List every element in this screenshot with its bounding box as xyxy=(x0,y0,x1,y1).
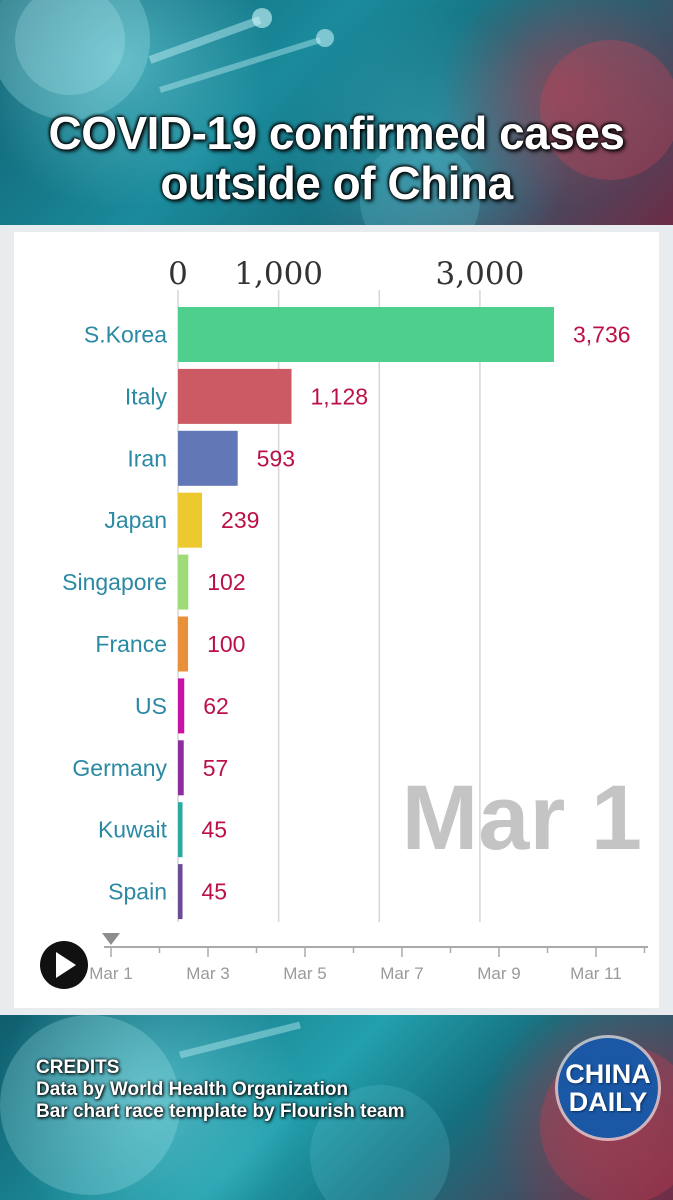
timeline-label: Mar 5 xyxy=(283,964,326,983)
credits: CREDITS Data by World Health Organizatio… xyxy=(36,1057,405,1123)
value-label: 102 xyxy=(207,569,245,595)
value-label: 593 xyxy=(257,445,295,471)
credits-template: Bar chart race template by Flourish team xyxy=(36,1101,405,1122)
logo-line-1: CHINA xyxy=(565,1059,651,1089)
bar-us xyxy=(178,678,185,734)
category-label: Japan xyxy=(104,507,167,533)
timeline-label: Mar 3 xyxy=(186,964,229,983)
category-label: France xyxy=(95,631,167,657)
value-label: 62 xyxy=(203,693,229,719)
category-label: Germany xyxy=(72,755,167,781)
virus-decoration xyxy=(0,0,673,225)
chart-card: 0 1,000 3,000 Mar 1 S.Korea 3,736 Italy 1,128 Ir… xyxy=(14,232,659,1008)
bar-france xyxy=(178,616,189,672)
category-label: US xyxy=(135,693,167,719)
current-date-label: Mar 1 xyxy=(402,767,642,869)
timeline-scrubber-handle[interactable] xyxy=(102,933,120,945)
timeline-label: Mar 9 xyxy=(477,964,520,983)
timeline-label: Mar 7 xyxy=(380,964,423,983)
value-label: 100 xyxy=(207,631,245,657)
value-label: 45 xyxy=(202,817,228,843)
timeline-label: Mar 1 xyxy=(89,964,132,983)
title-line-1: COVID-19 confirmed cases xyxy=(48,107,625,159)
title-line-2: outside of China xyxy=(160,157,513,209)
bar-skorea xyxy=(178,307,554,362)
category-label: Singapore xyxy=(62,569,167,595)
bar-italy xyxy=(178,368,292,424)
value-label: 1,128 xyxy=(311,383,369,409)
value-label: 239 xyxy=(221,507,259,533)
category-label: Spain xyxy=(108,879,167,905)
bar-spain xyxy=(178,864,183,920)
category-label: S.Korea xyxy=(84,322,167,348)
value-label: 3,736 xyxy=(573,322,631,348)
x-tick-label: 3,000 xyxy=(436,256,525,292)
chart-panel: 0 1,000 3,000 Mar 1 S.Korea 3,736 Italy 1,128 Ir… xyxy=(0,225,673,1015)
category-label: Italy xyxy=(125,383,168,409)
logo-line-2: DAILY xyxy=(568,1087,648,1117)
value-label: 57 xyxy=(203,755,229,781)
credits-heading: CREDITS xyxy=(36,1057,120,1078)
credits-data-source: Data by World Health Organization xyxy=(36,1079,349,1100)
bar-chart: 0 1,000 3,000 Mar 1 S.Korea 3,736 Italy 1,128 Ir… xyxy=(40,256,648,989)
chart-title: COVID-19 confirmed cases outside of Chin… xyxy=(0,108,673,208)
bar-germany xyxy=(178,740,184,796)
category-label: Iran xyxy=(127,445,167,471)
bar-singapore xyxy=(178,554,189,610)
value-label: 45 xyxy=(202,879,228,905)
category-label: Kuwait xyxy=(98,817,168,843)
header-background xyxy=(0,0,673,225)
play-icon xyxy=(56,952,76,978)
bar-iran xyxy=(178,430,238,486)
x-tick-label: 0 xyxy=(168,256,188,292)
china-daily-logo: CHINA DAILY xyxy=(558,1038,658,1138)
bar-kuwait xyxy=(178,802,183,858)
x-tick-label: 1,000 xyxy=(234,256,323,292)
bar-japan xyxy=(178,492,203,548)
timeline-label: Mar 11 xyxy=(570,964,622,983)
